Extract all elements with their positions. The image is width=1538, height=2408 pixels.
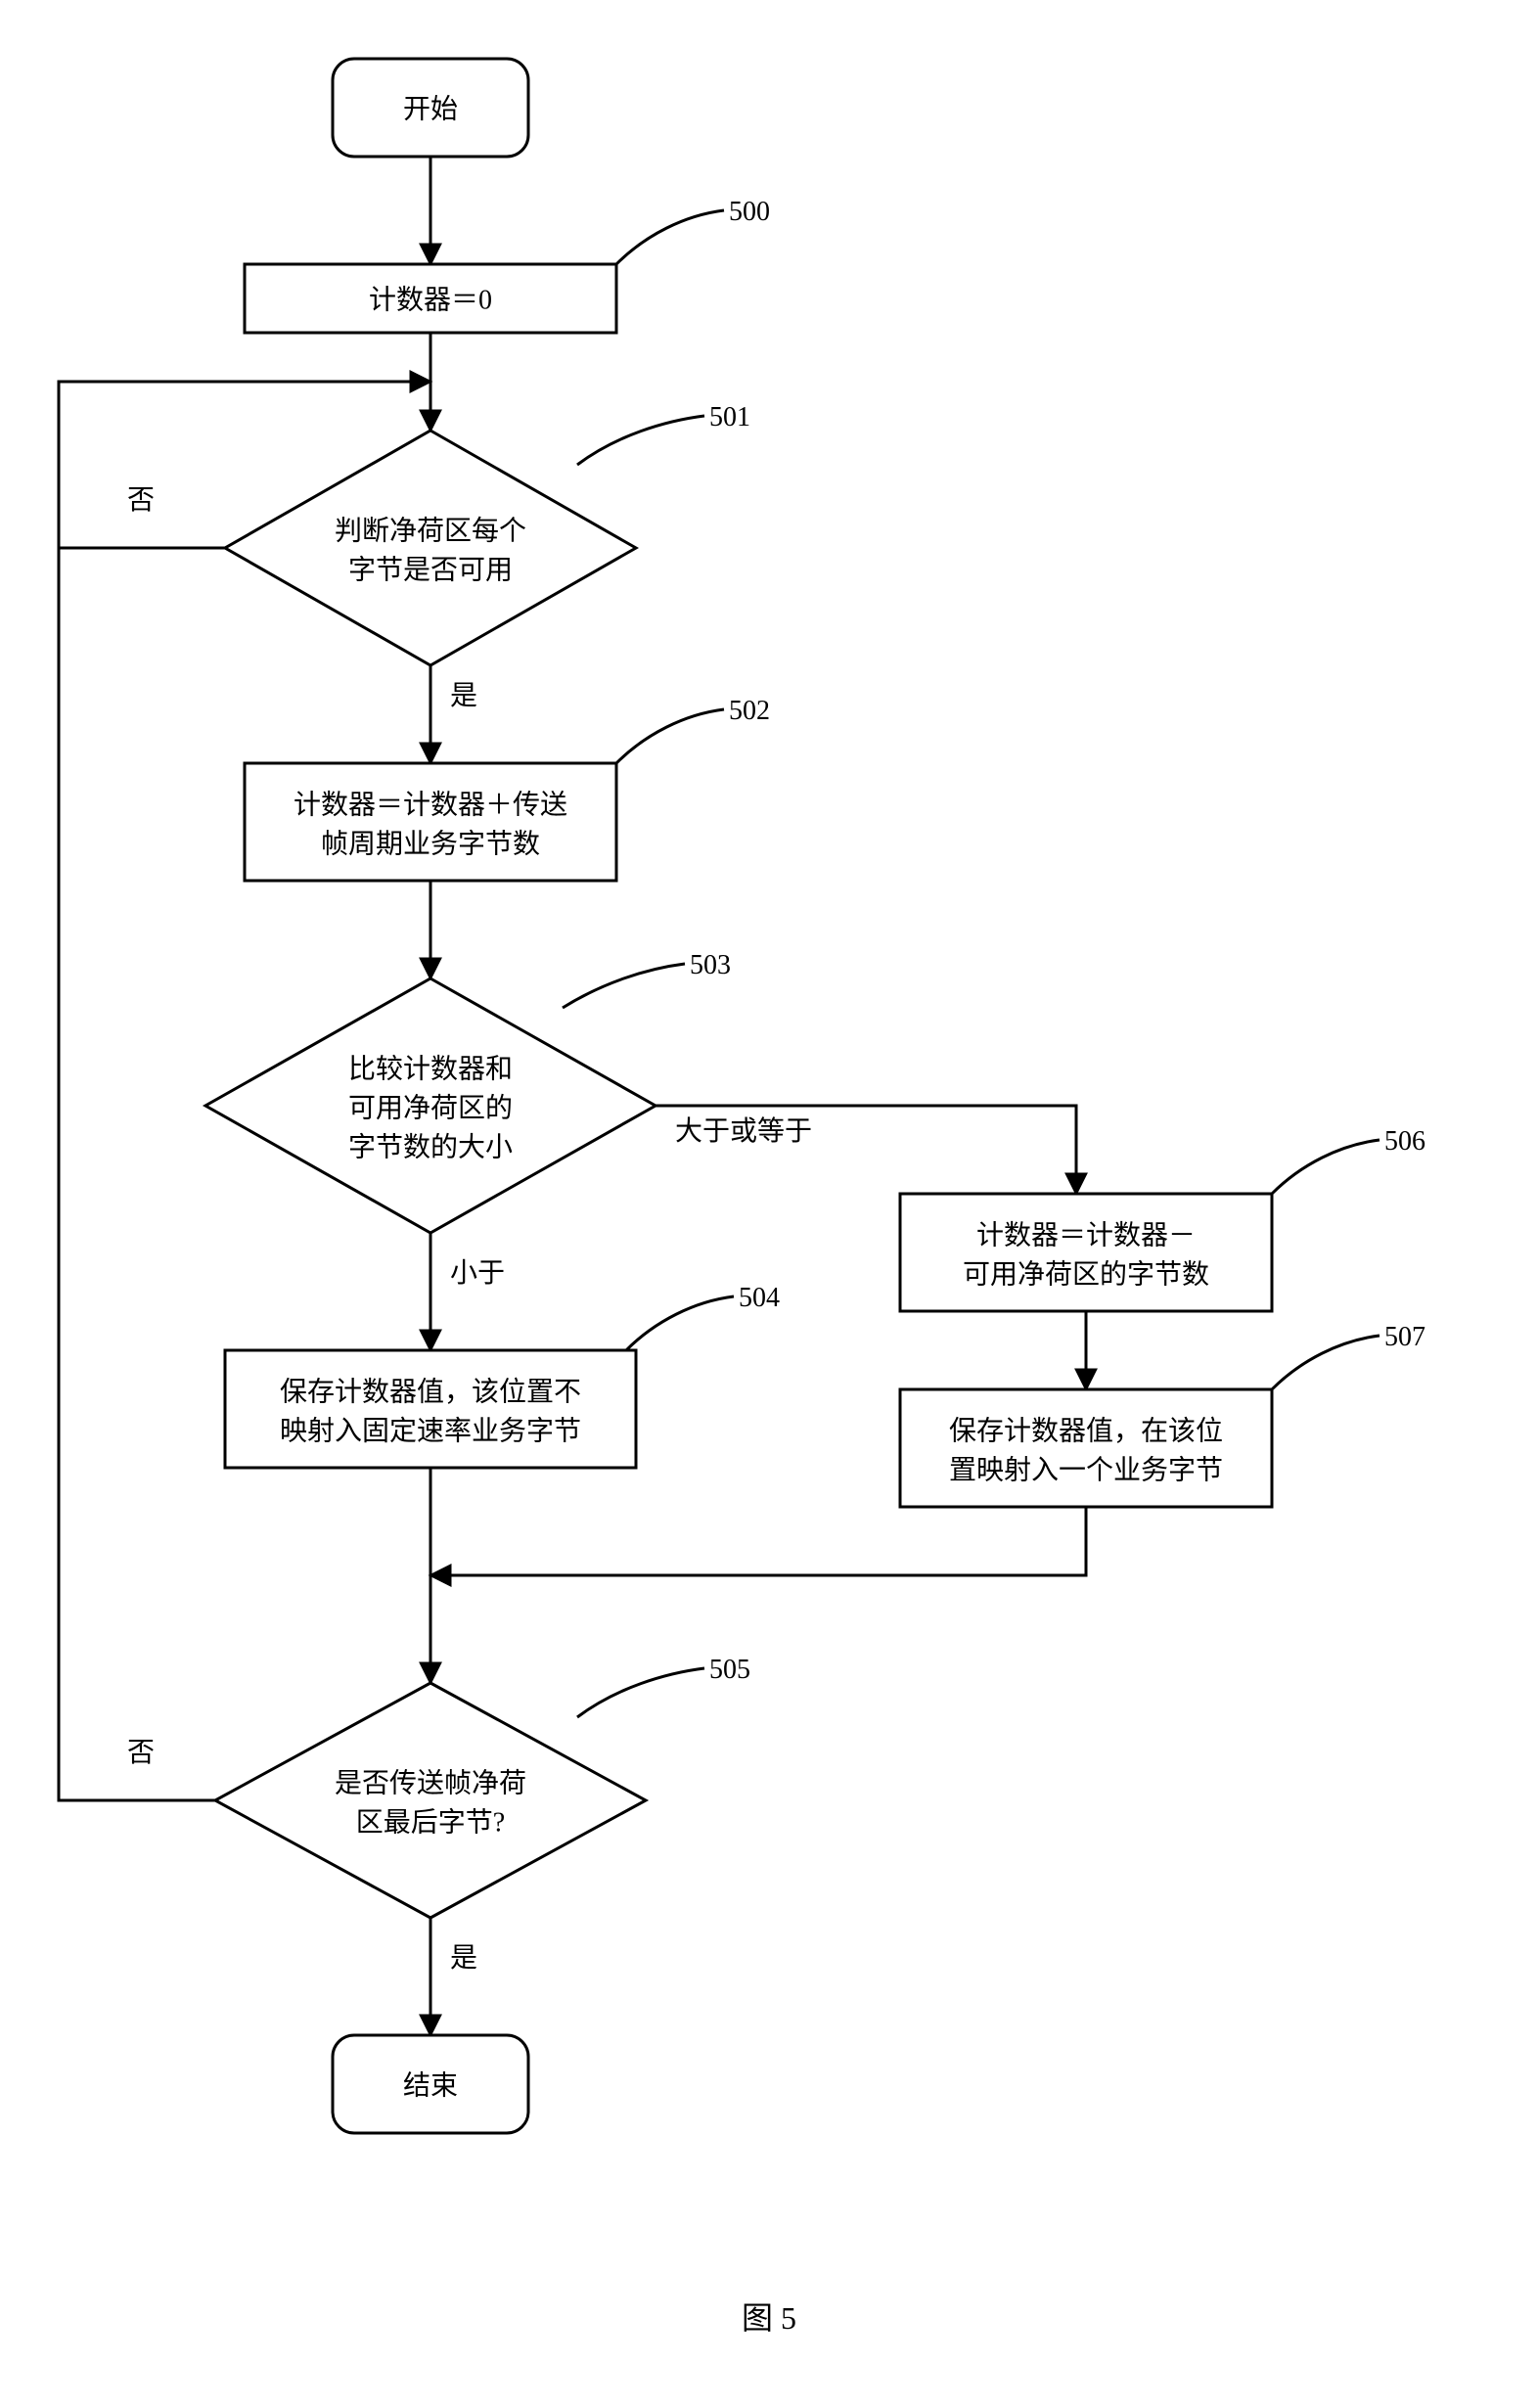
node-507-l2: 置映射入一个业务字节 <box>949 1454 1223 1485</box>
node-504-l1: 保存计数器值，该位置不 <box>280 1376 581 1407</box>
label-501-no: 否 <box>127 485 155 516</box>
ref-leader-506 <box>1272 1140 1380 1194</box>
label-503-lt: 小于 <box>450 1258 505 1289</box>
node-506-l1: 计数器＝计数器－ <box>976 1219 1196 1250</box>
edge-507-merge <box>430 1507 1086 1575</box>
node-507-l1: 保存计数器值，在该位 <box>949 1415 1223 1446</box>
ref-503: 503 <box>690 950 731 980</box>
node-503-l1: 比较计数器和 <box>348 1053 513 1084</box>
ref-leader-507 <box>1272 1336 1380 1389</box>
node-505-l1: 是否传送帧净荷 <box>335 1767 526 1798</box>
ref-leader-501 <box>577 416 704 465</box>
figure-caption: 图 5 <box>742 2300 796 2336</box>
ref-leader-502 <box>616 709 724 763</box>
node-503-l2: 可用净荷区的 <box>348 1092 513 1123</box>
node-503-l3: 字节数的大小 <box>348 1131 513 1162</box>
label-501-yes: 是 <box>450 681 477 711</box>
label-505-no: 否 <box>127 1738 155 1768</box>
label-505-yes: 是 <box>450 1943 477 1974</box>
ref-500: 500 <box>729 197 770 227</box>
ref-leader-503 <box>563 964 685 1008</box>
ref-501: 501 <box>709 402 750 432</box>
node-501-l1: 判断净荷区每个 <box>335 515 526 546</box>
node-507 <box>900 1389 1272 1507</box>
node-504 <box>225 1350 636 1468</box>
ref-504: 504 <box>739 1283 780 1313</box>
node-506 <box>900 1194 1272 1311</box>
ref-507: 507 <box>1384 1322 1425 1352</box>
node-502 <box>245 763 616 881</box>
node-502-l2: 帧周期业务字节数 <box>321 828 540 859</box>
node-506-l2: 可用净荷区的字节数 <box>963 1258 1209 1290</box>
ref-leader-505 <box>577 1668 704 1717</box>
ref-505: 505 <box>709 1655 750 1685</box>
node-501 <box>225 431 636 665</box>
label-503-gte: 大于或等于 <box>675 1115 812 1147</box>
ref-502: 502 <box>729 696 770 726</box>
ref-leader-500 <box>616 210 724 264</box>
ref-leader-504 <box>626 1296 734 1350</box>
node-502-l1: 计数器＝计数器＋传送 <box>294 789 567 820</box>
end-label: 结束 <box>403 2069 458 2101</box>
node-501-l2: 字节是否可用 <box>348 554 513 585</box>
node-505 <box>215 1683 646 1918</box>
ref-506: 506 <box>1384 1126 1425 1157</box>
node-500-text: 计数器＝0 <box>369 284 492 315</box>
node-505-l2: 区最后字节? <box>356 1806 505 1838</box>
start-label: 开始 <box>403 93 458 124</box>
node-504-l2: 映射入固定速率业务字节 <box>280 1415 581 1446</box>
